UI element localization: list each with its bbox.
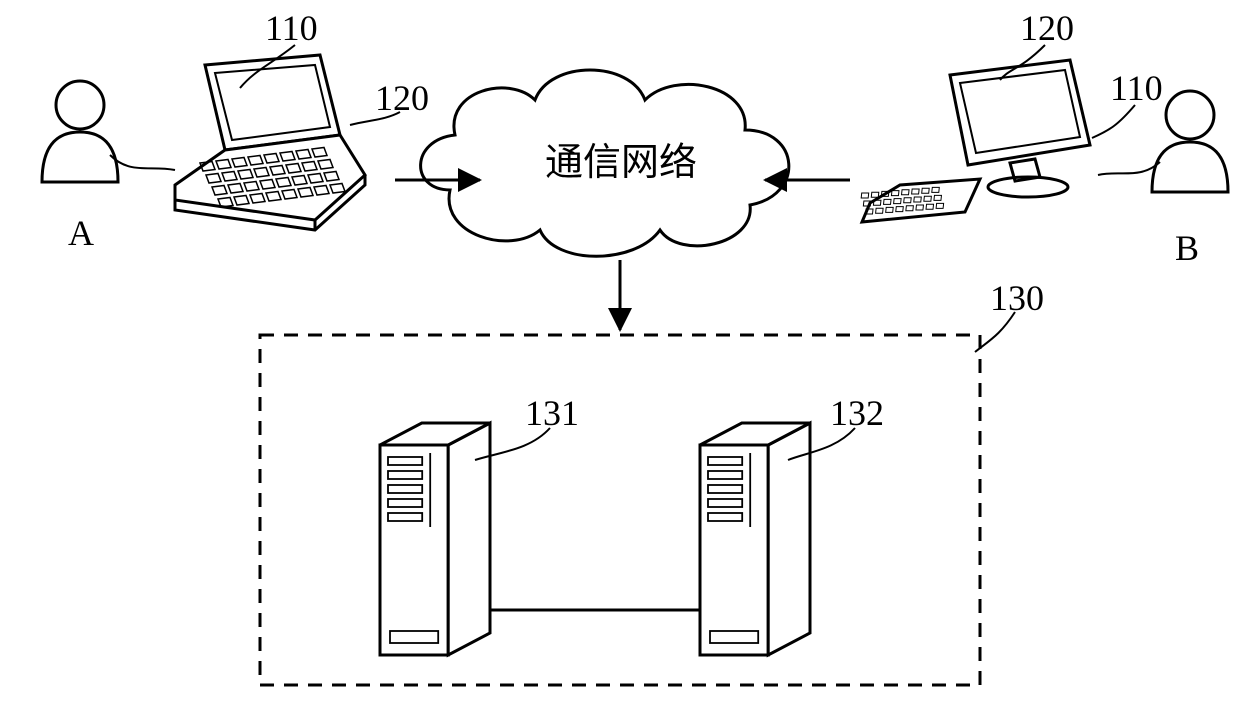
server-131-icon <box>380 423 490 655</box>
desktop-icon <box>861 60 1090 222</box>
wire-user-b <box>1098 162 1160 175</box>
svg-text:B: B <box>1175 228 1199 268</box>
ref-132-label: 132 <box>830 393 884 433</box>
ref-131-label: 131 <box>525 393 579 433</box>
user-b-icon <box>1152 91 1228 192</box>
ref-110-left-label: 110 <box>265 8 318 48</box>
svg-text:A: A <box>68 213 94 253</box>
ref-110-right-leader <box>1092 105 1135 138</box>
server-group-box <box>260 335 980 685</box>
ref-120-right-label: 120 <box>1020 8 1074 48</box>
laptop-icon <box>175 55 365 230</box>
user-a-icon <box>42 81 118 182</box>
ref-130-label: 130 <box>990 278 1044 318</box>
ref-120-left-label: 120 <box>375 78 429 118</box>
wire-user-a <box>110 155 175 170</box>
ref-110-right-label: 110 <box>1110 68 1163 108</box>
svg-text:通信网络: 通信网络 <box>545 142 697 184</box>
